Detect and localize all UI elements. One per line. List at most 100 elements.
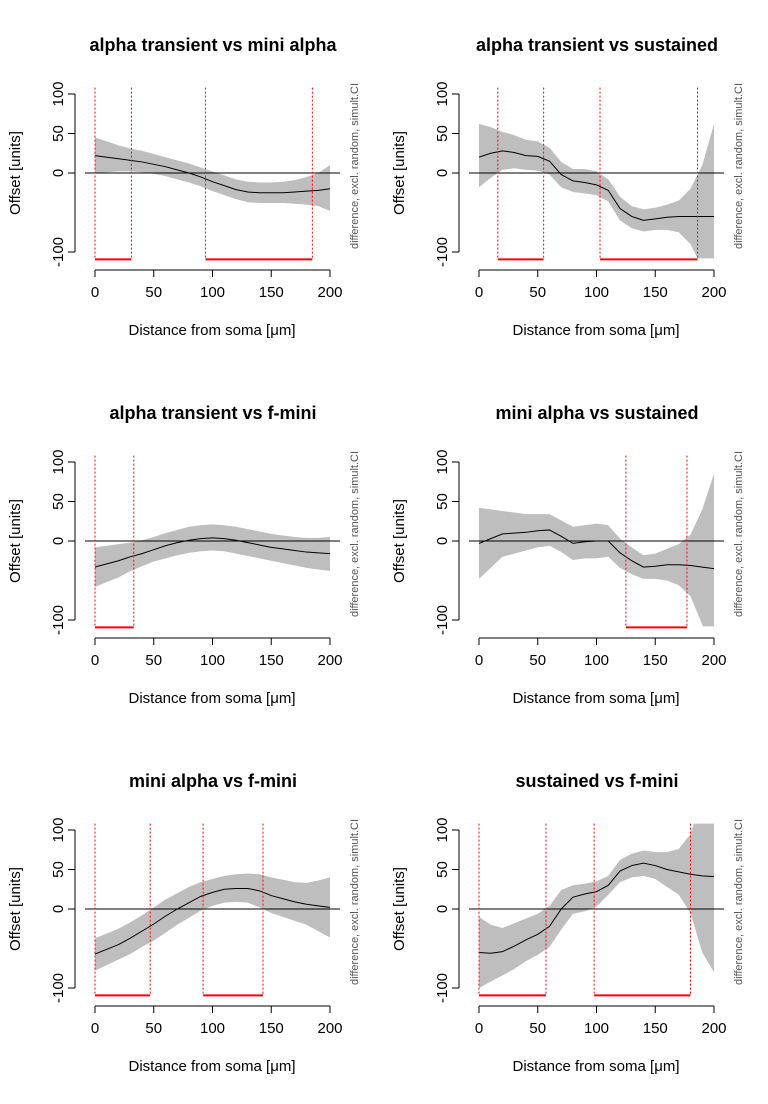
- y-tick-label: 100: [434, 81, 451, 106]
- x-axis-label: Distance from soma [μm]: [512, 322, 679, 339]
- x-tick-label: 150: [259, 284, 284, 301]
- panel: mini alpha vs f-mini 0 50 100 150 200 Distance…: [7, 771, 361, 1075]
- y-tick-label: 100: [50, 817, 67, 842]
- y-tick-label: 0: [50, 905, 67, 913]
- y-tick-label: 100: [50, 81, 67, 106]
- y-axis-label: Offset [units]: [391, 131, 408, 215]
- confidence-band: [479, 124, 714, 259]
- x-axis-label: Distance from soma [μm]: [512, 1058, 679, 1075]
- x-tick-label: 0: [475, 1020, 483, 1037]
- x-tick-label: 100: [584, 284, 609, 301]
- chart-title: alpha transient vs mini alpha: [89, 35, 337, 55]
- x-tick-label: 0: [91, 284, 99, 301]
- annotation: difference, excl. random, simult.CI: [349, 451, 361, 617]
- y-axis-label: Offset [units]: [7, 131, 24, 215]
- panel: mini alpha vs sustained 0 50 100 150 200 Dista…: [391, 403, 745, 707]
- fit-line: [95, 155, 330, 194]
- x-tick-label: 200: [701, 284, 726, 301]
- y-tick-label: -100: [434, 605, 451, 635]
- plot-area: [479, 823, 714, 988]
- y-axis-label: Offset [units]: [391, 499, 408, 583]
- x-axis-label: Distance from soma [μm]: [128, 1058, 295, 1075]
- fit-line: [479, 150, 714, 221]
- x-tick-label: 50: [529, 284, 546, 301]
- x-tick-label: 200: [701, 1020, 726, 1037]
- x-tick-label: 0: [475, 284, 483, 301]
- x-tick-label: 50: [145, 1020, 162, 1037]
- y-tick-label: 50: [434, 493, 451, 510]
- x-tick-label: 0: [475, 652, 483, 669]
- x-tick-label: 50: [529, 1020, 546, 1037]
- chart-title: alpha transient vs f-mini: [109, 403, 316, 423]
- plot-area: [479, 473, 714, 627]
- panel: alpha transient vs f-mini 0 50 100 150 200 Dis…: [7, 403, 361, 707]
- x-tick-label: 150: [643, 1020, 668, 1037]
- chart-title: sustained vs f-mini: [515, 771, 678, 791]
- plot-area: [95, 873, 330, 971]
- y-tick-label: 100: [434, 817, 451, 842]
- x-tick-label: 100: [200, 284, 225, 301]
- confidence-band: [95, 524, 330, 587]
- fit-line: [479, 862, 714, 954]
- y-tick-label: -100: [50, 973, 67, 1003]
- confidence-band: [95, 137, 330, 211]
- y-tick-label: -100: [50, 605, 67, 635]
- y-tick-label: -100: [434, 237, 451, 267]
- y-tick-label: 100: [50, 449, 67, 474]
- x-axis-label: Distance from soma [μm]: [128, 322, 295, 339]
- y-tick-label: 0: [434, 169, 451, 177]
- plot-area: [479, 124, 714, 259]
- confidence-band: [479, 473, 714, 627]
- x-tick-label: 150: [259, 1020, 284, 1037]
- x-tick-label: 150: [643, 284, 668, 301]
- chart-title: alpha transient vs sustained: [476, 35, 718, 55]
- x-tick-label: 200: [701, 652, 726, 669]
- annotation: difference, excl. random, simult.CI: [733, 451, 745, 617]
- x-tick-label: 0: [91, 1020, 99, 1037]
- annotation: difference, excl. random, simult.CI: [349, 819, 361, 985]
- plot-area: [95, 137, 330, 211]
- chart-title: mini alpha vs f-mini: [129, 771, 297, 791]
- y-axis-label: Offset [units]: [7, 499, 24, 583]
- x-tick-label: 200: [317, 284, 342, 301]
- x-tick-label: 100: [200, 652, 225, 669]
- x-axis-label: Distance from soma [μm]: [128, 690, 295, 707]
- x-tick-label: 100: [584, 1020, 609, 1037]
- x-tick-label: 50: [145, 652, 162, 669]
- x-tick-label: 200: [317, 1020, 342, 1037]
- panel: alpha transient vs sustained 0 50 100 150 200…: [391, 35, 745, 339]
- y-tick-label: 50: [50, 861, 67, 878]
- chart-title: mini alpha vs sustained: [495, 403, 698, 423]
- x-tick-label: 100: [200, 1020, 225, 1037]
- x-tick-label: 100: [584, 652, 609, 669]
- y-tick-label: -100: [50, 237, 67, 267]
- x-tick-label: 50: [145, 284, 162, 301]
- y-tick-label: 50: [50, 125, 67, 142]
- panel: sustained vs f-mini 0 50 100 150 200 Distance …: [391, 771, 745, 1075]
- y-tick-label: 0: [50, 169, 67, 177]
- y-tick-label: 50: [434, 861, 451, 878]
- x-tick-label: 50: [529, 652, 546, 669]
- y-axis-label: Offset [units]: [7, 867, 24, 951]
- x-tick-label: 200: [317, 652, 342, 669]
- confidence-band: [479, 823, 714, 988]
- y-tick-label: 50: [50, 493, 67, 510]
- annotation: difference, excl. random, simult.CI: [349, 83, 361, 249]
- annotation: difference, excl. random, simult.CI: [733, 819, 745, 985]
- y-tick-label: 0: [434, 537, 451, 545]
- x-tick-label: 0: [91, 652, 99, 669]
- confidence-band: [95, 873, 330, 971]
- y-axis-label: Offset [units]: [391, 867, 408, 951]
- plot-area: [95, 524, 330, 587]
- panel: alpha transient vs mini alpha 0 50 100 150 20…: [7, 35, 361, 339]
- y-tick-label: 100: [434, 449, 451, 474]
- x-axis-label: Distance from soma [μm]: [512, 690, 679, 707]
- y-tick-label: 0: [50, 537, 67, 545]
- annotation: difference, excl. random, simult.CI: [733, 83, 745, 249]
- y-tick-label: 0: [434, 905, 451, 913]
- fit-line: [95, 887, 330, 955]
- x-tick-label: 150: [259, 652, 284, 669]
- x-tick-label: 150: [643, 652, 668, 669]
- y-tick-label: 50: [434, 125, 451, 142]
